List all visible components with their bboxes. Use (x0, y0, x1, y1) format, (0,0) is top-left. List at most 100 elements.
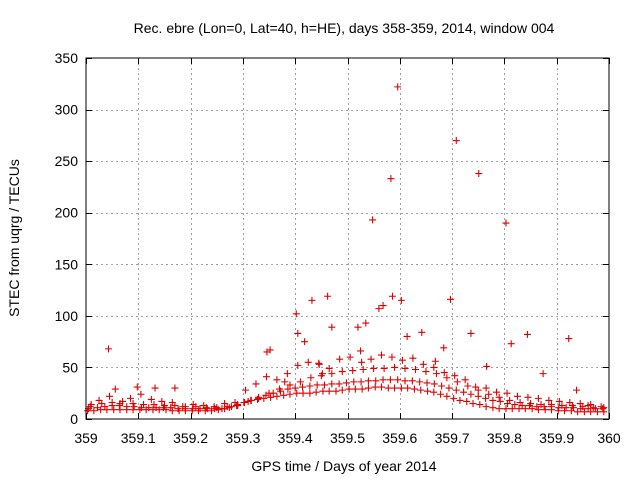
data-point (90, 407, 98, 415)
data-point (255, 393, 263, 401)
data-point (291, 384, 299, 392)
data-point (299, 383, 307, 391)
data-point (221, 400, 229, 408)
data-point (394, 376, 402, 384)
data-point (432, 370, 440, 378)
data-point (358, 385, 366, 393)
data-point (104, 345, 112, 353)
data-point (350, 378, 358, 386)
data-point (447, 295, 455, 303)
data-point (126, 394, 134, 402)
data-point (265, 389, 273, 397)
data-point (313, 381, 321, 389)
data-point (301, 338, 309, 346)
data-point (527, 400, 535, 408)
data-point (438, 382, 446, 390)
data-point (418, 328, 426, 336)
data-point (299, 389, 307, 397)
data-point (286, 390, 294, 398)
data-point (318, 370, 326, 378)
data-point (469, 400, 477, 408)
data-point (558, 402, 566, 410)
data-point (566, 398, 574, 406)
data-point (171, 384, 179, 392)
data-point (430, 388, 438, 396)
data-point (160, 402, 168, 410)
data-point (307, 374, 315, 382)
data-point (513, 392, 521, 400)
data-point (482, 384, 490, 392)
data-point (231, 398, 239, 406)
data-point (511, 401, 519, 409)
data-point (262, 373, 270, 381)
data-point (293, 389, 301, 397)
data-point (386, 376, 394, 384)
data-point (580, 408, 588, 416)
data-point (502, 219, 510, 227)
data-point (320, 381, 328, 389)
x-tick-label: 360 (597, 430, 621, 446)
data-point (443, 392, 451, 400)
data-point (515, 405, 523, 413)
data-point (388, 353, 396, 361)
data-point (410, 385, 418, 393)
data-point (332, 387, 340, 395)
data-point (140, 401, 148, 409)
data-point (247, 396, 255, 404)
data-point (523, 330, 531, 338)
data-point (179, 403, 187, 411)
data-point (358, 358, 366, 366)
x-tick-label: 359.2 (173, 430, 208, 446)
data-point (362, 319, 370, 327)
data-point (315, 360, 323, 368)
data-point (379, 376, 387, 384)
data-point (422, 368, 430, 376)
data-point (485, 390, 493, 398)
data-point (502, 405, 510, 413)
data-point (342, 379, 350, 387)
data-point (391, 384, 399, 392)
data-point (283, 370, 291, 378)
data-point (483, 362, 491, 370)
data-point (357, 347, 365, 355)
data-point (242, 386, 250, 394)
data-point (430, 363, 438, 371)
data-point (489, 396, 497, 404)
y-tick-label: 250 (55, 153, 79, 169)
data-point (296, 378, 304, 386)
data-point (430, 380, 438, 388)
data-point (306, 382, 314, 390)
plot-frame (85, 57, 610, 420)
data-point (168, 407, 176, 415)
data-point (158, 397, 166, 405)
data-point (423, 379, 431, 387)
data-point (452, 386, 460, 394)
data-point (404, 384, 412, 392)
y-axis-label: STEC from uqrg / TECUs (6, 159, 22, 317)
data-point (364, 377, 372, 385)
data-point (244, 397, 252, 405)
data-point (561, 407, 569, 415)
data-point (388, 292, 396, 300)
data-point (482, 403, 490, 411)
data-point (304, 358, 312, 366)
data-point (196, 405, 204, 413)
data-point (398, 356, 406, 364)
data-point (284, 385, 292, 393)
data-point (467, 329, 475, 337)
data-point (417, 386, 425, 394)
data-point (467, 390, 475, 398)
data-point (123, 403, 131, 411)
data-point (508, 405, 516, 413)
data-point (95, 396, 103, 404)
data-point (110, 406, 118, 414)
data-point (308, 296, 316, 304)
data-point (349, 367, 357, 375)
data-point (370, 364, 378, 372)
data-point (108, 398, 116, 406)
data-point (168, 398, 176, 406)
grid-lines (86, 58, 609, 419)
data-point (397, 296, 405, 304)
data-point (524, 393, 532, 401)
